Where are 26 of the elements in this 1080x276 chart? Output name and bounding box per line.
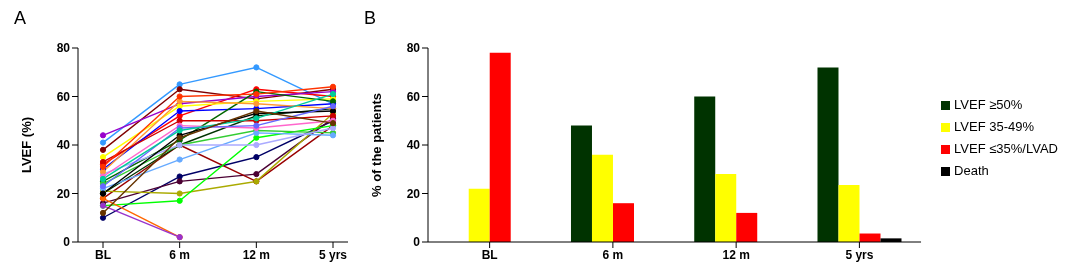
y-tick-label: 40 [56,138,71,153]
y-axis-title: % of the patients [368,92,384,198]
y-tick-label: 80 [56,41,71,56]
y-tick-label: 0 [63,235,71,250]
y-axis-title: LVEF (%) [18,116,34,174]
legend-label: LVEF ≤35%/LVAD [954,140,1058,158]
x-tick-label: BL [95,247,111,262]
y-tick-label: 60 [56,89,71,104]
y-tick-label: 0 [413,235,421,250]
x-tick-label: 6 m [169,247,191,262]
legend-label: LVEF 35-49% [954,118,1034,136]
x-tick-label: 12 m [722,247,750,262]
x-tick-label: 5 yrs [845,247,874,262]
x-tick-label: 6 m [602,247,624,262]
y-tick-label: 60 [406,89,421,104]
x-tick-label: BL [481,247,498,262]
legend-label: LVEF ≥50% [954,96,1023,114]
y-tick-label: 20 [56,186,71,201]
legend-label: Death [954,162,989,180]
y-tick-label: 80 [406,41,421,56]
y-tick-label: 40 [406,138,421,153]
x-tick-label: 5 yrs [318,247,348,262]
chart-title: B [364,8,377,29]
x-tick-label: 12 m [242,247,271,262]
y-tick-label: 20 [406,186,421,201]
chart-title: A [14,8,27,29]
